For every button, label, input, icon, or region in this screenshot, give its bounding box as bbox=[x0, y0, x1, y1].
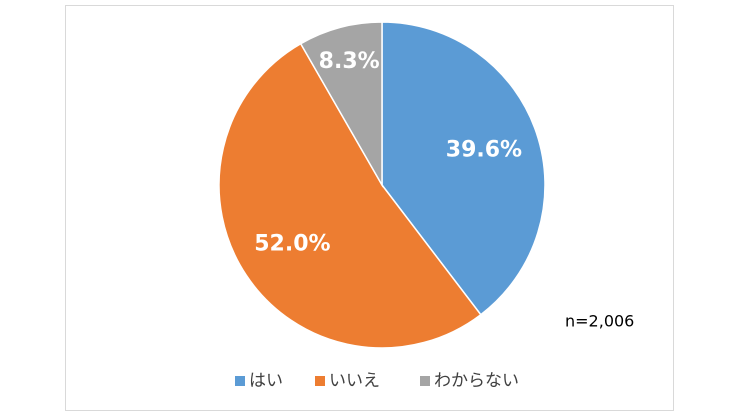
legend-label: わからない bbox=[434, 371, 519, 391]
pie-slice bbox=[299, 21, 383, 188]
legend-marker bbox=[315, 376, 325, 386]
annotation: n=2,006 bbox=[565, 312, 634, 331]
data-label: 39.6% bbox=[446, 138, 522, 163]
legend-label: いいえ bbox=[329, 371, 380, 391]
legend-marker bbox=[235, 376, 245, 386]
data-label: 52.0% bbox=[254, 232, 330, 257]
pie-slice bbox=[218, 42, 482, 349]
legend-marker bbox=[420, 376, 430, 386]
legend-label: はい bbox=[249, 371, 283, 391]
pie-slice bbox=[381, 21, 546, 316]
data-label: 8.3% bbox=[319, 49, 380, 74]
